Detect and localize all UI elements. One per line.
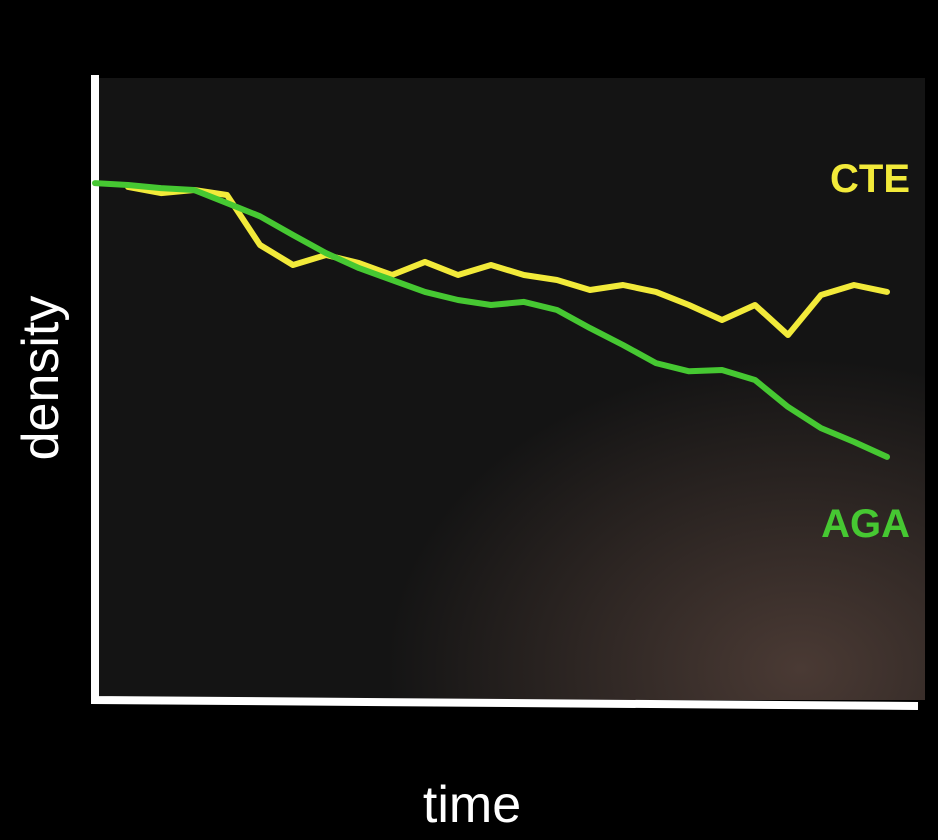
plot-area — [95, 78, 925, 700]
series-label: AGA — [821, 502, 910, 546]
x-axis-label: time — [423, 776, 521, 834]
series-label: CTE — [830, 157, 910, 201]
series-line — [125, 183, 890, 338]
series-line — [92, 180, 890, 460]
y-axis-label: density — [12, 296, 70, 461]
axes — [91, 75, 919, 710]
